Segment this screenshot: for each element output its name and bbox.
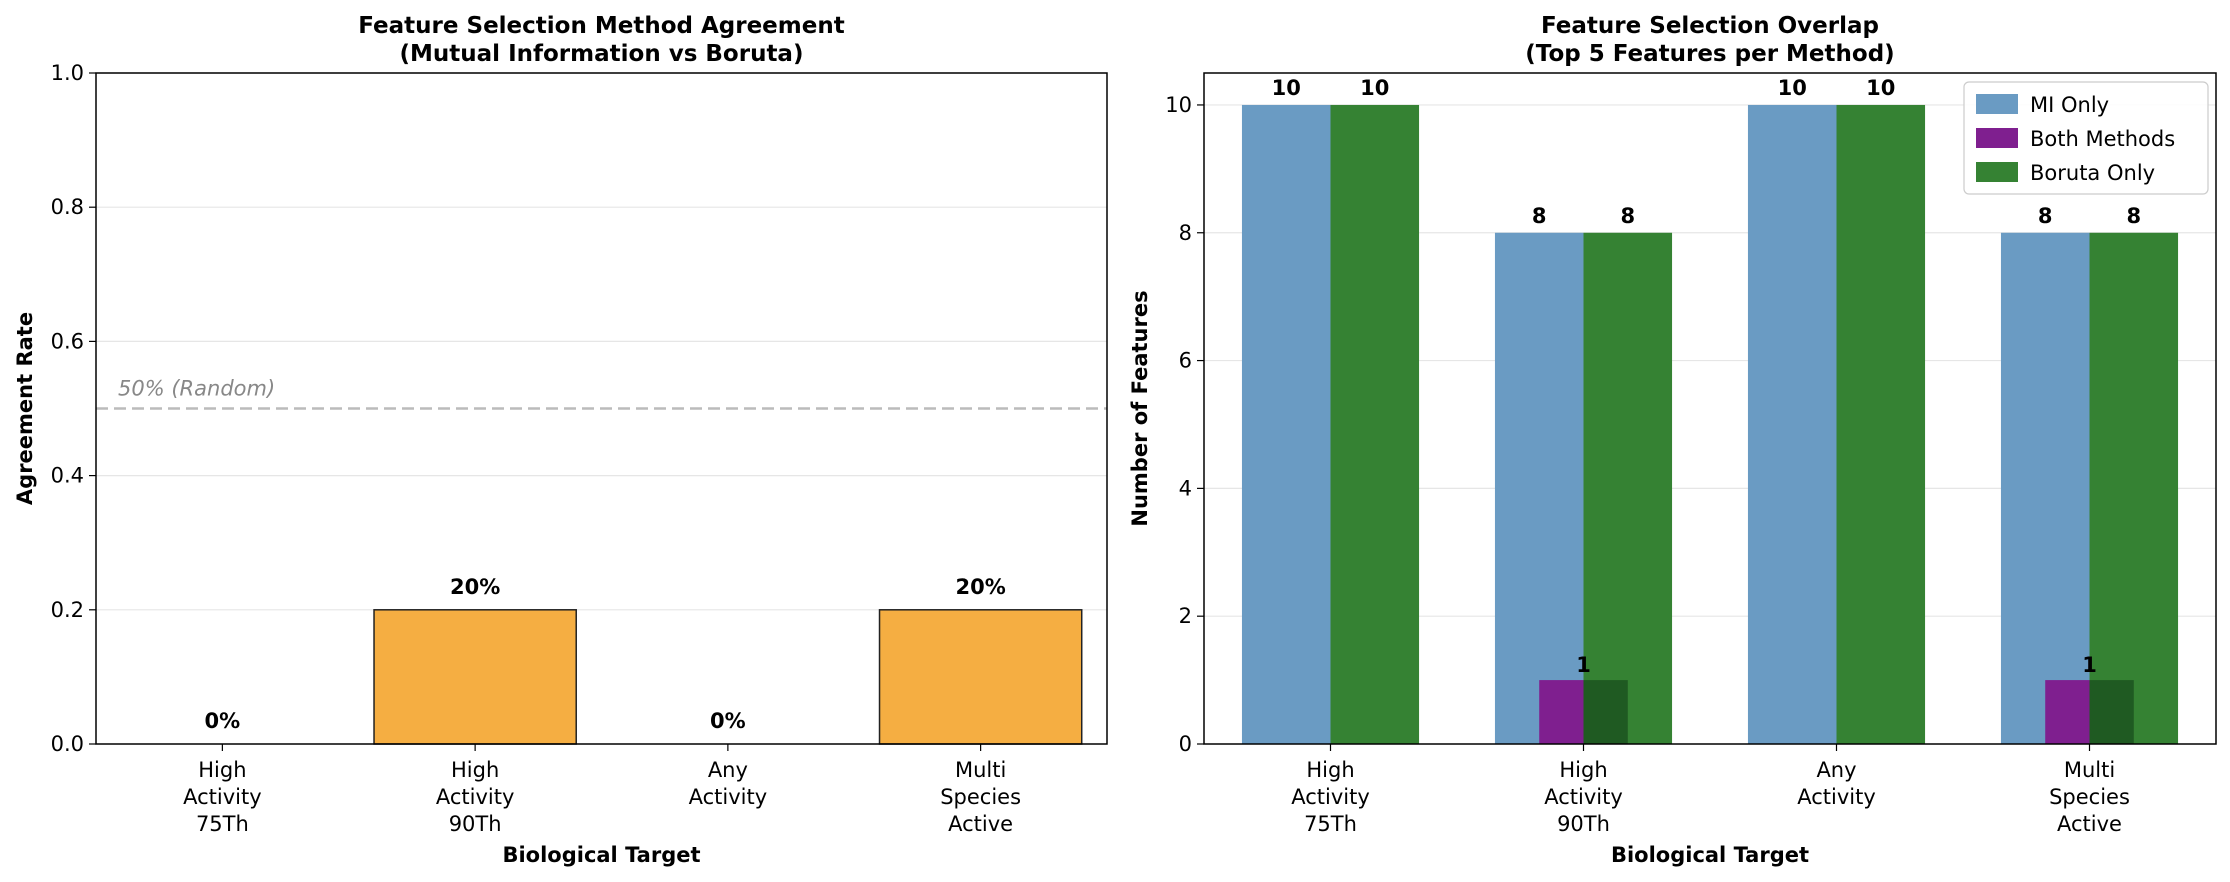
bar-value-label: 0%	[710, 709, 746, 733]
bar-value-label: 20%	[450, 575, 500, 599]
x-tick-label: Species	[940, 785, 1021, 809]
x-tick-label: High	[1306, 758, 1354, 782]
x-axis-label: Biological Target	[502, 843, 700, 867]
x-tick-label: Species	[2049, 785, 2130, 809]
x-tick-label: Activity	[1291, 785, 1370, 809]
x-tick-label: High	[198, 758, 246, 782]
bar-value-label: 8	[2038, 204, 2053, 228]
y-tick-label: 0.6	[51, 329, 84, 353]
x-tick-label: Activity	[1797, 785, 1876, 809]
bar-value-label: 8	[2126, 204, 2141, 228]
x-tick-label: Any	[1816, 758, 1856, 782]
x-tick-label: Activity	[436, 785, 515, 809]
y-tick-label: 1.0	[51, 61, 84, 85]
plot-frame	[1203, 72, 2217, 745]
bar-value-label: 10	[1360, 76, 1389, 100]
bar-mi-only	[1241, 104, 1331, 744]
y-tick-label: 0.8	[51, 195, 84, 219]
chart-subtitle: (Mutual Information vs Boruta)	[400, 41, 804, 67]
x-tick-label: 75Th	[196, 812, 249, 836]
bar-value-label: 8	[1620, 204, 1635, 228]
legend-swatch	[1976, 162, 2018, 182]
x-tick-label: 75Th	[1304, 812, 1357, 836]
x-tick-label: Multi	[955, 758, 1006, 782]
chart-title: Feature Selection Overlap	[1541, 13, 1879, 39]
x-tick-label: Any	[708, 758, 748, 782]
x-tick-label: Multi	[2064, 758, 2115, 782]
bar-boruta-only	[1583, 232, 1673, 744]
bar-mi-only	[1747, 104, 1837, 744]
legend-swatch	[1976, 94, 2018, 114]
bar-both-methods-overlap	[1583, 680, 1628, 744]
legend-label: MI Only	[2030, 93, 2109, 117]
x-tick-label: Activity	[689, 785, 768, 809]
chart-title: Feature Selection Method Agreement	[358, 13, 844, 39]
legend-label: Boruta Only	[2030, 161, 2155, 185]
x-tick-label: Activity	[1544, 785, 1623, 809]
x-tick-label: Active	[948, 812, 1013, 836]
reference-line-label: 50% (Random)	[118, 377, 275, 401]
plot-frame	[95, 72, 1108, 745]
bar-both-methods-overlap	[2089, 680, 2134, 744]
bar-both-methods	[1539, 680, 1584, 744]
bar	[878, 609, 1083, 745]
y-axis-label: Agreement Rate	[13, 312, 37, 505]
legend-swatch	[1976, 128, 2018, 148]
y-tick-label: 2	[1179, 604, 1192, 628]
bar-boruta-only	[1836, 104, 1926, 744]
chart-subtitle: (Top 5 Features per Method)	[1525, 41, 1894, 67]
bar-value-label: 0%	[205, 709, 241, 733]
bar-boruta-only	[1330, 104, 1420, 744]
bar-mi-only	[1494, 232, 1584, 744]
y-tick-label: 0.4	[51, 464, 84, 488]
bar-boruta-only	[2089, 232, 2179, 744]
y-tick-label: 10	[1165, 93, 1192, 117]
bar-both-methods	[2045, 680, 2090, 744]
bar-value-label: 20%	[955, 575, 1005, 599]
x-tick-label: Activity	[183, 785, 262, 809]
bar-value-label: 1	[1576, 653, 1591, 677]
legend-box	[1963, 81, 2209, 195]
y-tick-label: 4	[1179, 476, 1192, 500]
x-axis-label: Biological Target	[1611, 843, 1809, 867]
x-tick-label: Active	[2057, 812, 2122, 836]
bar-value-label: 1	[2082, 653, 2097, 677]
bar-mi-only	[2000, 232, 2090, 744]
y-tick-label: 8	[1179, 221, 1192, 245]
bar-value-label: 10	[1272, 76, 1301, 100]
x-tick-label: 90Th	[1557, 812, 1610, 836]
y-axis-label: Number of Features	[1128, 290, 1152, 526]
y-tick-label: 0.0	[51, 732, 84, 756]
y-tick-label: 6	[1179, 349, 1192, 373]
bar-value-label: 10	[1778, 76, 1807, 100]
bar	[373, 609, 577, 745]
x-tick-label: 90Th	[449, 812, 502, 836]
bar-value-label: 10	[1866, 76, 1895, 100]
y-tick-label: 0.2	[51, 598, 84, 622]
y-tick-label: 0	[1179, 732, 1192, 756]
legend-label: Both Methods	[2030, 127, 2175, 151]
x-tick-label: High	[1559, 758, 1607, 782]
x-tick-label: High	[451, 758, 499, 782]
bar-value-label: 8	[1532, 204, 1547, 228]
